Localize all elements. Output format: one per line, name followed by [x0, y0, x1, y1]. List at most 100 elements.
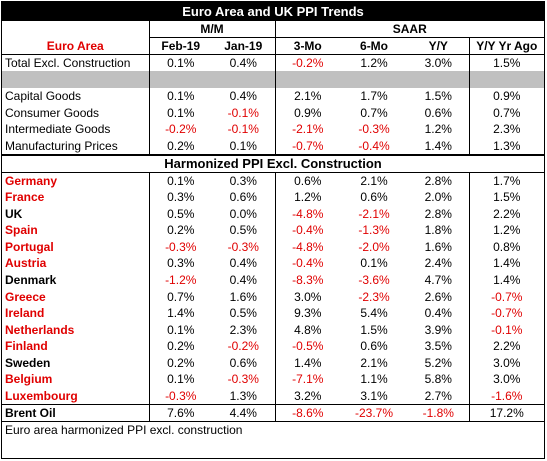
value-cell: 0.2% [148, 137, 212, 155]
table-row: Ireland 1.4% 0.5% 9.3% 5.4% 0.4% -0.7% [2, 304, 545, 322]
row-label: Spain [5, 223, 38, 238]
row-label: Netherlands [5, 322, 75, 337]
value-cell: -7.1% [274, 371, 341, 388]
value-cell: -2.1% [358, 206, 390, 221]
value-cell: -8.6% [274, 403, 341, 422]
value-cell: 1.2% [360, 56, 388, 71]
value-cell: 0.1% [148, 172, 212, 189]
value-cell: 7.6% [148, 403, 212, 422]
value-cell: 2.1% [360, 355, 388, 370]
row-label: Sweden [5, 355, 51, 370]
value-cell: 0.9% [468, 87, 545, 105]
value-cell: 0.1% [360, 256, 388, 271]
value-cell: 0.1% [148, 371, 212, 388]
value-cell: 3.2% [274, 387, 341, 405]
value-cell: 0.1% [148, 87, 212, 105]
row-label: Manufacturing Prices [5, 138, 118, 153]
table-row: Sweden 0.2% 0.6% 1.4% 2.1% 5.2% 3.0% [2, 354, 545, 372]
footnote: Euro area harmonized PPI excl. construct… [2, 420, 545, 438]
table-row: Finland 0.2% -0.2% -0.5% 0.6% 3.5% 2.2% [2, 338, 545, 355]
value-cell: 5.2% [424, 355, 452, 370]
value-cell: -0.7% [468, 304, 545, 322]
value-cell: 1.5% [468, 54, 545, 72]
row-label: France [5, 189, 45, 204]
table-row: Netherlands 0.1% 2.3% 4.8% 1.5% 3.9% -0.1% [2, 321, 545, 338]
value-cell: 0.1% [148, 54, 212, 72]
row-label: UK [5, 206, 23, 221]
column-header: Feb-19 [148, 37, 212, 56]
value-cell: 2.2% [468, 205, 545, 222]
table-row: UK 0.5% 0.0% -4.8% -2.1% 2.8% 2.2% [2, 205, 545, 222]
value-cell: 3.9% [424, 322, 452, 337]
column-header: 6-Mo [340, 37, 409, 56]
brent-row: Brent Oil 7.6% 4.4% -8.6% -23.7% -1.8% 17.2% [2, 403, 545, 422]
value-cell: 2.0% [424, 189, 452, 204]
value-cell: -0.7% [274, 137, 341, 155]
value-cell: -2.3% [358, 289, 390, 304]
value-cell: 1.4% [424, 138, 452, 153]
gray-cell [2, 71, 149, 88]
value-cell: 1.7% [360, 89, 388, 104]
row-label: Finland [5, 339, 48, 354]
value-cell: 0.5% [148, 205, 212, 222]
row-label: Brent Oil [2, 403, 149, 422]
value-cell: 0.8% [468, 238, 545, 256]
table-row: Austria 0.3% 0.4% -0.4% 0.1% 2.4% 1.4% [2, 255, 545, 272]
value-cell: 2.1% [274, 87, 341, 105]
value-cell: 4.8% [274, 321, 341, 338]
value-cell: 9.3% [274, 304, 341, 322]
value-cell: -4.8% [274, 238, 341, 256]
value-cell: -0.3% [358, 122, 390, 137]
value-cell: 5.8% [424, 372, 452, 387]
row-label: Capital Goods [5, 89, 82, 104]
value-cell: 1.5% [360, 322, 388, 337]
value-cell: -0.3% [148, 238, 212, 256]
value-cell: -2.1% [274, 120, 341, 138]
value-cell: -1.2% [148, 271, 212, 289]
row-label: Total Excl. Construction [5, 56, 131, 71]
gray-cell [340, 71, 409, 88]
value-cell: -1.8% [408, 403, 470, 422]
value-cell: 1.4% [468, 271, 545, 289]
value-cell: 1.4% [274, 354, 341, 372]
value-cell: 2.3% [229, 322, 257, 337]
gray-cell [408, 71, 470, 88]
column-header: 3-Mo [274, 37, 341, 56]
value-cell: 1.7% [468, 172, 545, 189]
column-header-row: Euro Area Feb-19 Jan-19 3-Mo 6-Mo Y/Y Y/Y Yr A… [2, 37, 545, 56]
value-cell: 0.1% [148, 321, 212, 338]
value-cell: 0.1% [229, 138, 257, 153]
value-cell: 2.1% [360, 173, 388, 188]
value-cell: 0.5% [229, 223, 257, 238]
value-cell: 1.6% [229, 289, 257, 304]
value-cell: 0.6% [360, 189, 388, 204]
value-cell: 1.5% [468, 188, 545, 206]
value-cell: 0.6% [229, 355, 257, 370]
row-label: Greece [5, 289, 46, 304]
row-label: Germany [5, 173, 58, 188]
table-row: Portugal -0.3% -0.3% -4.8% -2.0% 1.6% 0.8% [2, 238, 545, 256]
value-cell: 0.2% [148, 354, 212, 372]
value-cell: 1.4% [148, 304, 212, 322]
value-cell: -0.7% [468, 288, 545, 305]
value-cell: -0.4% [274, 221, 341, 239]
value-cell: -0.1% [227, 122, 259, 137]
table-row: Denmark -1.2% 0.4% -8.3% -3.6% 4.7% 1.4% [2, 271, 545, 289]
column-header: Y/Y Yr Ago [468, 37, 545, 56]
value-cell: 0.4% [229, 272, 257, 287]
value-cell: 2.4% [424, 256, 452, 271]
table-row: Capital Goods 0.1% 0.4% 2.1% 1.7% 1.5% 0.9% [2, 87, 545, 105]
table-row: Spain 0.2% 0.5% -0.4% -1.3% 1.8% 1.2% [2, 221, 545, 239]
gray-divider-row [2, 71, 545, 88]
value-cell: 3.0% [424, 56, 452, 71]
value-cell: 0.2% [148, 221, 212, 239]
row-label: Intermediate Goods [5, 122, 111, 137]
row-label: Consumer Goods [5, 105, 100, 120]
value-cell: 1.8% [424, 223, 452, 238]
value-cell: 1.5% [424, 89, 452, 104]
value-cell: 2.3% [468, 120, 545, 138]
value-cell: 0.4% [229, 56, 257, 71]
value-cell: 5.4% [360, 306, 388, 321]
value-cell: 0.6% [360, 339, 388, 354]
row-label: Austria [5, 256, 47, 271]
